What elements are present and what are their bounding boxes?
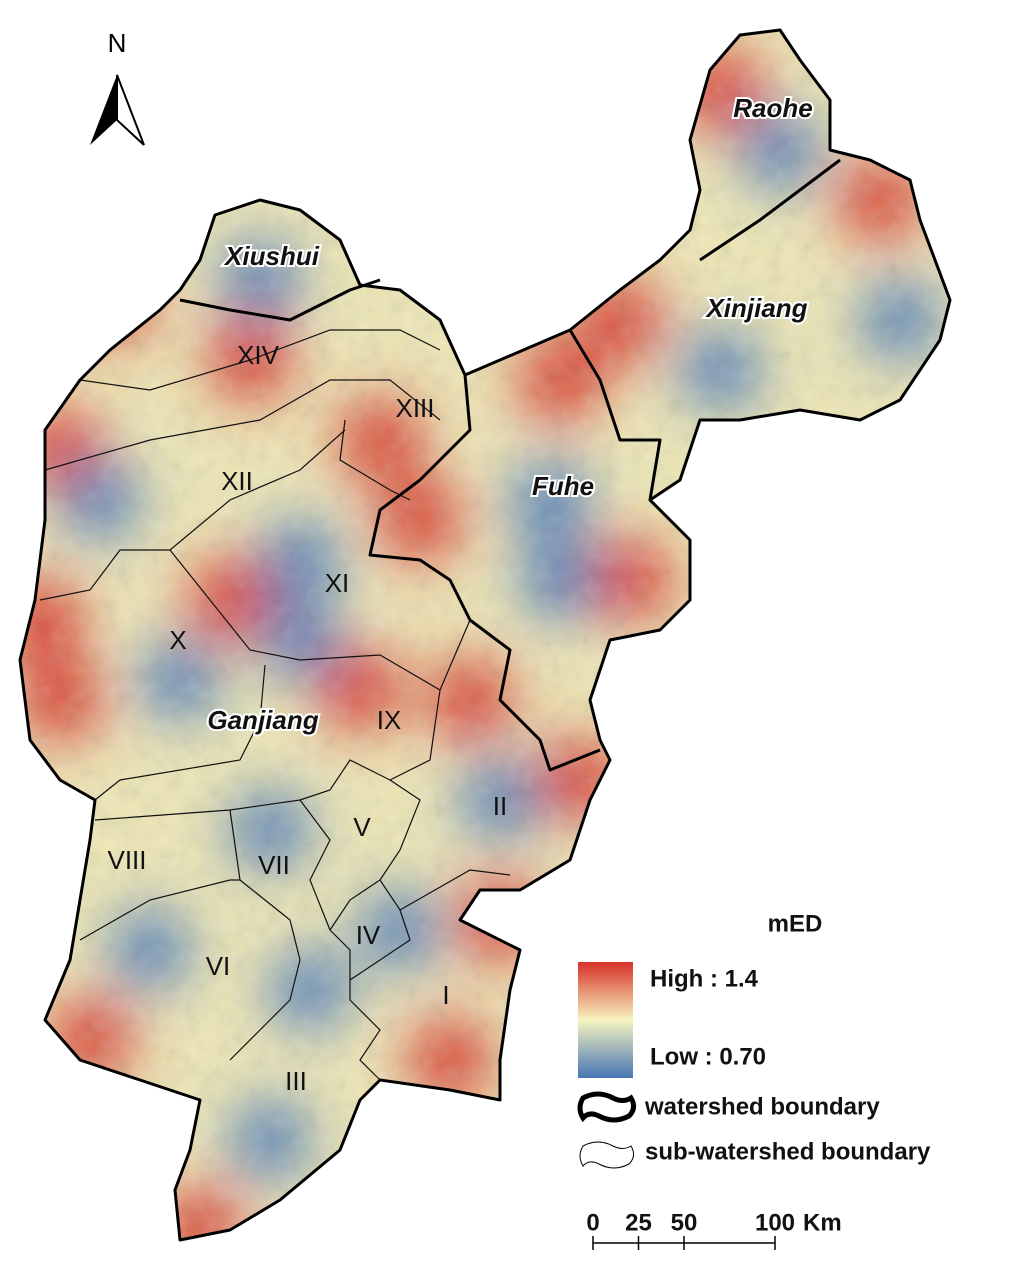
basin-label: Raohe	[733, 93, 812, 123]
sub-watershed-label: V	[353, 812, 371, 842]
sub-watershed-label: IX	[377, 705, 402, 735]
scale-label: 25	[625, 1209, 652, 1236]
sub-watershed-label: I	[442, 980, 449, 1010]
legend-item: sub-watershed boundary	[645, 1138, 931, 1165]
scale-unit: Km	[803, 1209, 842, 1236]
sub-watershed-label: XIV	[237, 340, 280, 370]
color-ramp	[578, 962, 633, 1078]
sub-watershed-label: III	[285, 1066, 307, 1096]
scale-label: 50	[671, 1209, 698, 1236]
sub-watershed-label: II	[493, 791, 507, 821]
scale-label: 100	[755, 1209, 795, 1236]
north-arrow: N	[90, 28, 145, 146]
legend: mED High : 1.4 Low : 0.70 watershed boun…	[577, 910, 931, 1169]
sub-watershed-label: X	[169, 625, 186, 655]
sub-watershed-label: VII	[258, 850, 290, 880]
legend-item: watershed boundary	[644, 1093, 880, 1120]
sub-watershed-label: IV	[356, 920, 381, 950]
scale-bar: 0 25 50 100 Km	[586, 1209, 842, 1250]
legend-title: mED	[768, 910, 823, 937]
sub-watershed-label: VIII	[107, 845, 146, 875]
basin-label: Xinjiang	[704, 293, 807, 323]
basin-label: Xiushui	[223, 241, 320, 271]
legend-high: High : 1.4	[650, 965, 759, 992]
basin-label: Fuhe	[532, 471, 594, 501]
scale-label: 0	[586, 1209, 599, 1236]
watershed-boundaries	[18, 28, 952, 1242]
north-label: N	[108, 28, 127, 58]
sub-watershed-label: XII	[221, 466, 253, 496]
sub-watershed-label: XIII	[395, 393, 434, 423]
sub-boundaries	[39, 329, 511, 1081]
sub-watershed-label: VI	[206, 951, 231, 981]
sub-watershed-label: XI	[325, 568, 350, 598]
legend-low: Low : 0.70	[650, 1043, 766, 1070]
basin-label: Ganjiang	[207, 705, 318, 735]
